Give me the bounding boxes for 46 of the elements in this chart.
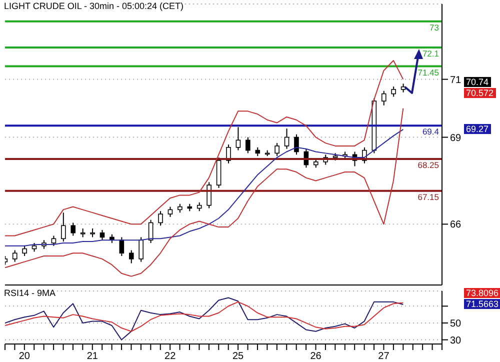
- candlestick: [274, 142, 280, 157]
- y-tick-label: 69: [450, 132, 462, 144]
- candlestick: [12, 250, 18, 262]
- text: 70.572: [464, 88, 496, 98]
- x-tick-label: 20: [18, 351, 30, 362]
- candlestick: [206, 182, 212, 209]
- candlestick: [294, 134, 299, 156]
- ref-line-label: 71.45: [418, 67, 440, 78]
- ref-line-label: 72.1: [422, 48, 440, 58]
- y-tick-label: 66: [450, 220, 462, 231]
- text: 73.8096: [464, 288, 500, 298]
- candlestick: [51, 235, 56, 246]
- x-tick-label: 25: [232, 351, 244, 362]
- candlestick: [158, 210, 163, 226]
- line-series: [5, 108, 404, 277]
- line-series: [5, 60, 404, 236]
- y-tick-label: 30: [450, 335, 462, 346]
- candlestick: [100, 229, 105, 241]
- ref-line-label: 68.25: [418, 160, 440, 170]
- candlestick: [70, 222, 76, 236]
- candlestick: [381, 90, 386, 106]
- candlestick: [61, 212, 66, 242]
- y-tick-label: 71: [450, 74, 462, 86]
- chart-title: RSI14 - 9MA: [4, 288, 56, 298]
- text: 69.27: [464, 124, 491, 134]
- candlestick: [128, 250, 134, 264]
- chart-title: LIGHT CRUDE OIL - 30min - 05:00:24 (CET): [4, 1, 184, 11]
- text: 71.5663: [464, 299, 500, 309]
- candlestick: [22, 245, 27, 257]
- ref-line-label: 67.15: [418, 192, 440, 202]
- candlestick: [138, 236, 144, 262]
- line-series: [5, 301, 404, 332]
- ref-line-label: 69.4: [422, 126, 440, 137]
- line-series: [5, 297, 404, 340]
- candlestick: [284, 128, 290, 150]
- candlestick: [246, 136, 250, 154]
- candlestick: [236, 126, 241, 151]
- x-tick-label: 22: [164, 351, 176, 362]
- ref-line-label: 73: [430, 22, 440, 32]
- x-tick-label: 27: [378, 351, 390, 362]
- x-tick-label: 21: [86, 351, 98, 362]
- text: 70.74: [464, 77, 491, 87]
- candlestick: [391, 86, 396, 98]
- y-tick-label: 50: [450, 318, 462, 330]
- candlestick: [168, 206, 173, 218]
- x-tick-label: 26: [310, 351, 322, 362]
